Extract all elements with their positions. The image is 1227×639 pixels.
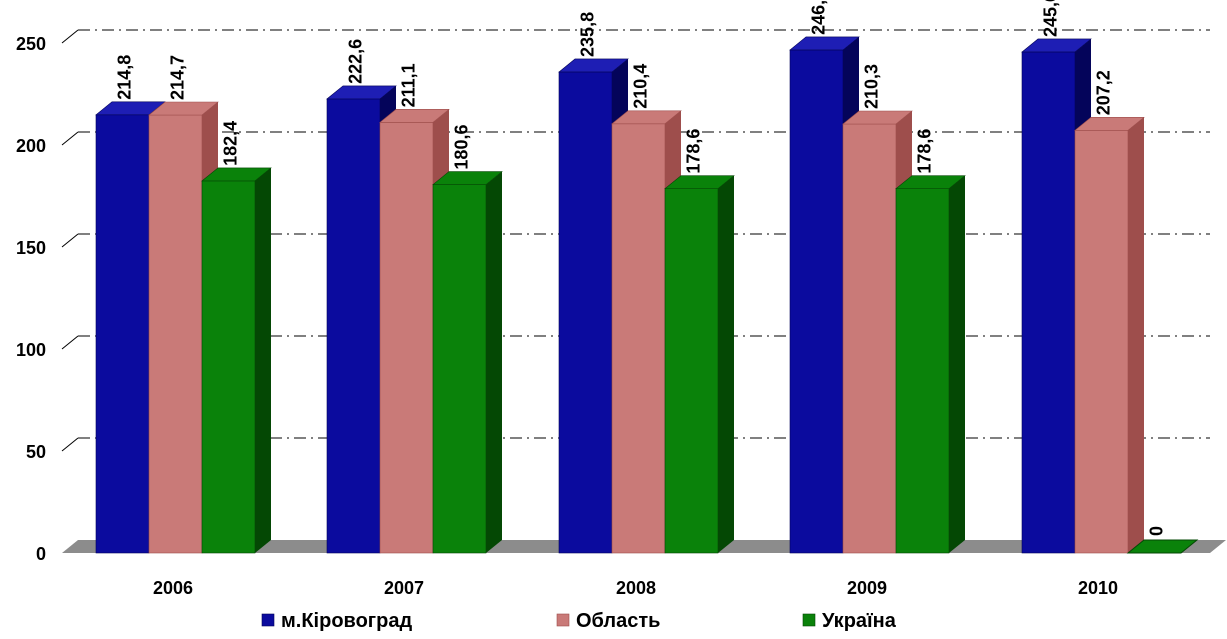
legend-item-область: Область <box>556 610 660 632</box>
bar-україна-2009 <box>895 188 950 554</box>
legend: м.Кіровоград Область Україна <box>261 610 897 632</box>
x-tick-label: 2006 <box>153 578 193 598</box>
bar-україна-2008-top <box>664 175 735 189</box>
legend-item-україна: Україна <box>802 610 897 632</box>
bar-м-кіровоград-2007 <box>326 98 381 554</box>
x-tick-label: 2008 <box>616 578 656 598</box>
bars <box>95 36 1199 554</box>
gridline-diagonal <box>61 131 79 146</box>
bar-україна-2009-top <box>895 175 966 189</box>
y-tick-label: 0 <box>36 544 46 564</box>
x-tick-label: 2009 <box>847 578 887 598</box>
y-tick-label: 100 <box>16 340 46 360</box>
data-label: 235,8 <box>578 12 598 57</box>
data-label: 178,6 <box>915 129 935 174</box>
bar-область-2010-top <box>1074 117 1145 131</box>
legend-label: Область <box>576 610 660 632</box>
gridline-diagonal <box>61 335 79 350</box>
bar-україна-2006-top <box>201 167 272 182</box>
bar-область-2007 <box>379 122 434 554</box>
data-label: 245,6 <box>1041 0 1061 37</box>
data-label: 214,7 <box>168 55 188 100</box>
legend-swatch <box>556 613 570 627</box>
y-tick-label: 200 <box>16 136 46 156</box>
bar-м-кіровоград-2008-top <box>558 58 629 73</box>
data-label: 178,6 <box>684 129 704 174</box>
data-label: 180,6 <box>452 125 472 170</box>
bar-україна-2007-side <box>486 171 502 554</box>
data-label: 214,8 <box>115 55 135 100</box>
bar-україна-2009-side <box>949 175 965 553</box>
y-tick-label: 250 <box>16 34 46 54</box>
bar-область-2006-top <box>148 101 219 116</box>
bar-україна-2010 <box>1126 539 1199 554</box>
data-labels: 214,8 222,6 235,8 246,6 245,6 214,7 211,1 210,4… <box>115 0 1167 536</box>
bar-м-кіровоград-2010 <box>1021 51 1076 554</box>
bar-україна-2006 <box>201 180 256 554</box>
gridline-diagonal <box>61 29 79 44</box>
bar-україна-2008 <box>664 188 719 554</box>
y-tick-label: 50 <box>26 442 46 462</box>
x-tick-label: 2010 <box>1078 578 1118 598</box>
legend-swatch <box>261 613 275 627</box>
legend-label: Україна <box>822 610 897 632</box>
x-axis: 2006 2007 2008 2009 2010 <box>153 578 1118 598</box>
bar-україна-2008-side <box>718 175 734 553</box>
y-tick-label: 150 <box>16 238 46 258</box>
legend-swatch <box>802 613 816 627</box>
data-label: 182,4 <box>221 121 241 166</box>
y-axis: 0 50 100 150 200 250 <box>16 34 46 564</box>
gridlines <box>61 29 1210 452</box>
bar-область-2008 <box>611 123 666 554</box>
bar-область-2010 <box>1074 130 1129 554</box>
data-label: 211,1 <box>399 63 419 107</box>
data-label: 210,4 <box>631 64 651 109</box>
data-label: 210,3 <box>862 64 882 109</box>
bar-україна-2006-side <box>255 167 271 554</box>
data-label: 207,2 <box>1094 70 1114 115</box>
bar-область-2007-top <box>379 109 450 123</box>
legend-label: м.Кіровоград <box>281 610 412 632</box>
bar-м-кіровоград-2008 <box>558 71 613 554</box>
gridline-diagonal <box>61 437 79 452</box>
bar-область-2009-top <box>842 110 913 125</box>
gridline-diagonal <box>61 233 79 248</box>
x-tick-label: 2007 <box>384 578 424 598</box>
bar-україна-2007-top <box>432 171 503 185</box>
bar-м-кіровоград-2009-top <box>789 36 860 51</box>
bar-м-кіровоград-2010-top <box>1021 38 1092 53</box>
data-label: 222,6 <box>346 39 366 84</box>
bar-м-кіровоград-2009 <box>789 49 844 554</box>
data-label: 246,6 <box>809 0 829 35</box>
bar-україна-2007 <box>432 184 487 554</box>
legend-item-м-кіровоград: м.Кіровоград <box>261 610 412 632</box>
bar-область-2006 <box>148 114 203 554</box>
bar-м-кіровоград-2007-top <box>326 85 397 100</box>
bar-м-кіровоград-2006 <box>95 114 150 554</box>
data-label: 0 <box>1147 526 1167 536</box>
bar-область-2009 <box>842 123 897 554</box>
bar-область-2010-side <box>1128 117 1144 553</box>
bar-область-2008-top <box>611 110 682 125</box>
